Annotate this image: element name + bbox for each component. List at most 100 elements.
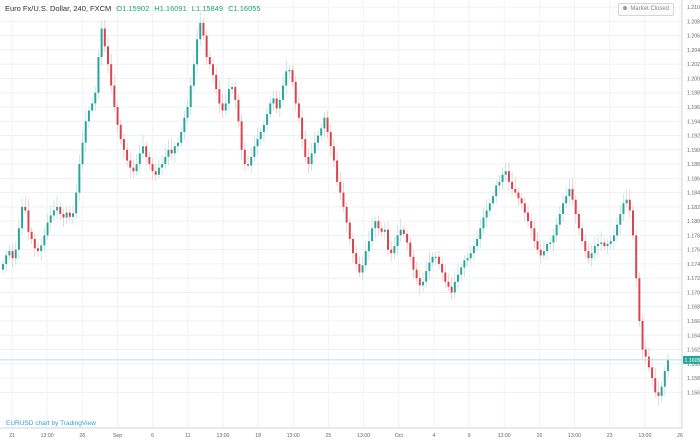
y-tick-label: 1.21000: [687, 5, 700, 11]
candle-body: [397, 235, 399, 246]
candle-body: [5, 255, 7, 264]
x-tick-label: 26: [677, 433, 683, 439]
candle-body: [199, 23, 201, 39]
candle-body: [241, 121, 243, 150]
candle-body: [482, 218, 484, 229]
candle-body: [613, 235, 615, 241]
candle-body: [556, 225, 558, 236]
candle-body: [575, 200, 577, 214]
candle-body: [524, 203, 526, 212]
candle-body: [158, 168, 160, 175]
candle-body: [508, 171, 510, 182]
candle-body: [8, 251, 10, 255]
candle-body: [438, 257, 440, 264]
candle-body: [94, 93, 96, 104]
last-price-label: 1.16055: [685, 358, 700, 364]
candle-body: [142, 146, 144, 153]
candle-body: [31, 232, 33, 239]
y-tick-label: 1.16200: [687, 348, 700, 354]
y-tick-label: 1.19800: [687, 91, 700, 97]
candle-body: [167, 150, 169, 157]
candle-body: [441, 264, 443, 273]
candle-body: [358, 264, 360, 273]
candle-body: [123, 139, 125, 150]
candle-body: [88, 111, 90, 122]
candle-body: [263, 125, 265, 132]
candle-body: [101, 29, 103, 58]
high-value: H1.16091: [154, 4, 187, 13]
market-status-badge: Market Closed: [618, 3, 674, 16]
candle-body: [546, 244, 548, 251]
candle-body: [543, 251, 545, 255]
candle-body: [317, 136, 319, 143]
candle-body: [425, 271, 427, 282]
candle-body: [610, 241, 612, 244]
candle-body: [502, 175, 504, 182]
candle-body: [180, 132, 182, 143]
candle-body: [552, 235, 554, 242]
x-tick-label: 28: [79, 433, 85, 439]
candle-body: [314, 143, 316, 154]
candle-body: [412, 257, 414, 270]
y-tick-label: 1.18800: [687, 162, 700, 168]
candle-body: [342, 193, 344, 207]
symbol-title: Euro Fx/U.S. Dollar, 240, FXCM: [5, 4, 111, 13]
candle-body: [387, 230, 389, 250]
candle-body: [50, 215, 52, 222]
candle-body: [139, 153, 141, 164]
candle-body: [657, 392, 659, 396]
y-tick-label: 1.18600: [687, 176, 700, 182]
x-tick-label: 13:00: [41, 433, 54, 439]
market-status-text: Market Closed: [630, 6, 669, 12]
candle-body: [661, 387, 663, 396]
y-tick-label: 1.20200: [687, 62, 700, 68]
candle-body: [298, 103, 300, 117]
candle-body: [129, 161, 131, 168]
y-tick-label: 1.18400: [687, 191, 700, 197]
y-tick-label: 1.19200: [687, 134, 700, 140]
x-tick-label: 9: [468, 433, 471, 439]
candle-body: [409, 243, 411, 257]
candle-body: [311, 153, 313, 164]
x-tick-label: 13:00: [216, 433, 229, 439]
candle-body: [177, 143, 179, 147]
y-tick-label: 1.20000: [687, 76, 700, 82]
candle-body: [323, 118, 325, 129]
candle-body: [304, 139, 306, 157]
candle-body: [40, 245, 42, 251]
x-tick-label: 16: [536, 433, 542, 439]
candle-body: [171, 150, 173, 154]
candle-body: [540, 250, 542, 256]
candle-body: [21, 207, 23, 228]
candle-body: [511, 182, 513, 189]
candle-body: [295, 82, 297, 103]
candle-body: [117, 107, 119, 125]
candle-body: [272, 98, 274, 103]
candle-body: [72, 213, 74, 217]
candle-body: [78, 164, 80, 193]
candle-body: [559, 214, 561, 225]
candle-body: [629, 200, 631, 211]
candle-body: [371, 228, 373, 241]
candle-body: [228, 89, 230, 103]
candle-body: [301, 118, 303, 139]
candle-body: [237, 100, 239, 121]
candle-body: [91, 103, 93, 110]
tradingview-watermark[interactable]: EURUSD chart by TradingView: [6, 420, 96, 427]
candle-body: [225, 103, 227, 110]
candle-body: [505, 171, 507, 175]
candle-body: [626, 200, 628, 204]
x-tick-label: 13:00: [638, 433, 651, 439]
chart-header: Euro Fx/U.S. Dollar, 240, FXCM O1.15902 …: [5, 4, 261, 13]
candle-body: [537, 241, 539, 250]
candle-body: [400, 230, 402, 236]
candle-body: [457, 275, 459, 282]
candle-body: [66, 213, 68, 218]
candle-body: [196, 39, 198, 64]
candle-body: [390, 250, 392, 254]
x-tick-label: 18: [255, 433, 261, 439]
candle-body: [467, 258, 469, 260]
candle-body: [339, 182, 341, 193]
